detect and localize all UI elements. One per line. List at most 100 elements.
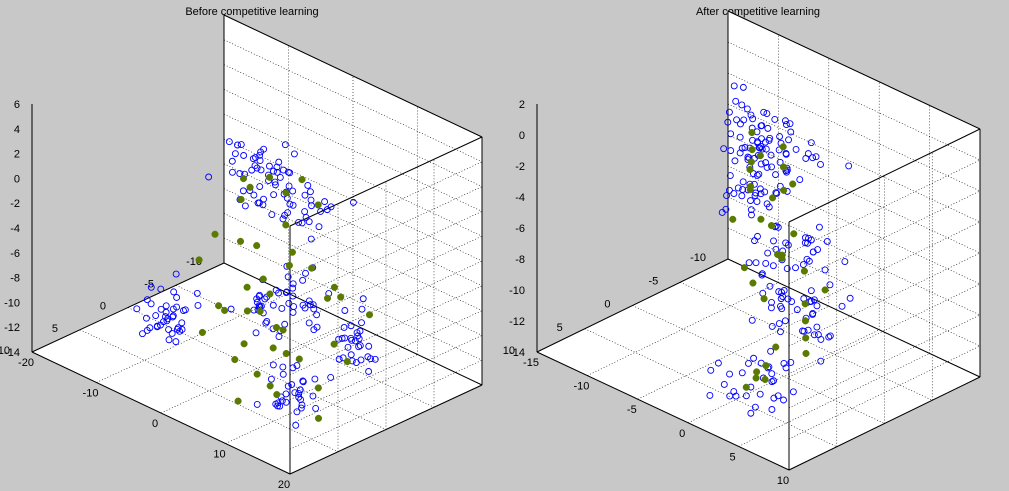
open-circle-point [295, 390, 303, 397]
open-circle-point [809, 154, 817, 162]
filled-circle-point [760, 295, 768, 303]
open-circle-point [274, 402, 282, 410]
right-chart-title: After competitive learning [696, 6, 820, 18]
grid-line [727, 41, 981, 161]
open-circle-point [788, 298, 796, 306]
box-edge [223, 262, 483, 386]
y-axis-line [31, 351, 291, 475]
open-circle-point [358, 319, 365, 327]
open-circle-point [153, 323, 161, 331]
open-circle-point [265, 162, 273, 170]
y-axis-line [536, 351, 790, 471]
open-circle-point [317, 207, 325, 215]
filled-circle-point [756, 152, 764, 160]
grid-line [127, 307, 387, 430]
open-circle-point [732, 97, 740, 105]
grid-line [289, 285, 483, 376]
filled-circle-point [789, 180, 797, 188]
filled-circle-point [282, 349, 290, 358]
open-circle-point [752, 259, 760, 267]
open-circle-point [764, 249, 772, 257]
open-circle-point [747, 111, 755, 119]
z-tick-label: 6 [14, 99, 20, 111]
open-circle-point [288, 381, 296, 389]
open-circle-point [730, 190, 738, 198]
y-tick-label: -5 [627, 404, 637, 416]
open-circle-point [768, 322, 776, 330]
open-circle-point [282, 390, 290, 398]
open-circle-point [741, 144, 749, 151]
filled-circle-point [240, 340, 248, 348]
open-circle-point [305, 218, 313, 226]
open-circle-point [785, 136, 793, 144]
open-circle-point [767, 347, 775, 355]
filled-circle-point [779, 143, 787, 151]
open-circle-point [338, 334, 346, 342]
open-circle-point [726, 172, 734, 180]
open-circle-point [272, 400, 280, 408]
grid-line [632, 305, 885, 424]
open-circle-point [228, 168, 236, 176]
open-circle-point [356, 342, 364, 350]
y-tick-label: -10 [83, 388, 99, 400]
grid-line [727, 196, 981, 316]
open-circle-point [260, 145, 268, 153]
open-circle-point [727, 130, 735, 138]
open-circle-point [769, 262, 777, 270]
open-circle-point [276, 174, 284, 181]
grid-line [223, 188, 483, 311]
open-circle-point [777, 302, 784, 310]
open-circle-point [805, 257, 813, 265]
box-edge [223, 14, 483, 138]
open-circle-point [757, 190, 765, 198]
x-tick-label: 0 [604, 299, 610, 311]
open-circle-point [269, 361, 277, 369]
open-circle-point [807, 139, 815, 147]
open-circle-point [253, 400, 261, 408]
filled-circle-point [221, 306, 229, 314]
z-tick-label: -12 [4, 322, 20, 334]
open-circle-point [133, 305, 141, 313]
open-circle-point [297, 396, 304, 404]
filled-circle-point [801, 317, 810, 325]
filled-circle-point [747, 158, 755, 166]
grid-line [788, 252, 981, 347]
filled-circle-point [259, 275, 267, 283]
z-tick-label: 0 [14, 173, 20, 185]
open-circle-point [349, 198, 357, 206]
open-circle-point [301, 191, 309, 199]
open-circle-point [289, 284, 297, 292]
grid-line [788, 314, 981, 409]
open-circle-point [733, 116, 741, 124]
filled-circle-point [757, 215, 765, 223]
open-circle-point [775, 288, 783, 296]
open-circle-point [163, 317, 171, 325]
open-circle-point [732, 392, 740, 400]
grid-line [788, 190, 981, 285]
y-tick-label: 10 [777, 475, 789, 487]
open-circle-point [289, 187, 297, 195]
grid-line [688, 329, 880, 424]
y-tick-label: -15 [523, 357, 539, 369]
open-circle-point [355, 343, 363, 351]
filled-circle-point [762, 362, 770, 370]
open-circle-point [755, 170, 763, 178]
open-circle-point [305, 319, 313, 327]
open-circle-point [781, 317, 789, 325]
open-circle-point [168, 330, 176, 337]
open-circle-point [304, 182, 312, 189]
open-circle-point [293, 408, 301, 416]
open-circle-point [758, 145, 766, 153]
open-circle-point [256, 291, 263, 299]
open-circle-point [743, 105, 751, 113]
filled-circle-point [236, 237, 245, 245]
grid-line [223, 39, 483, 163]
open-circle-point [742, 392, 750, 400]
open-circle-point [275, 289, 282, 297]
open-circle-point [241, 202, 249, 210]
open-circle-point [817, 357, 825, 365]
z-tick-label: 4 [14, 124, 20, 136]
open-circle-point [744, 153, 752, 161]
open-circle-point [263, 317, 271, 325]
open-circle-point [782, 364, 790, 372]
